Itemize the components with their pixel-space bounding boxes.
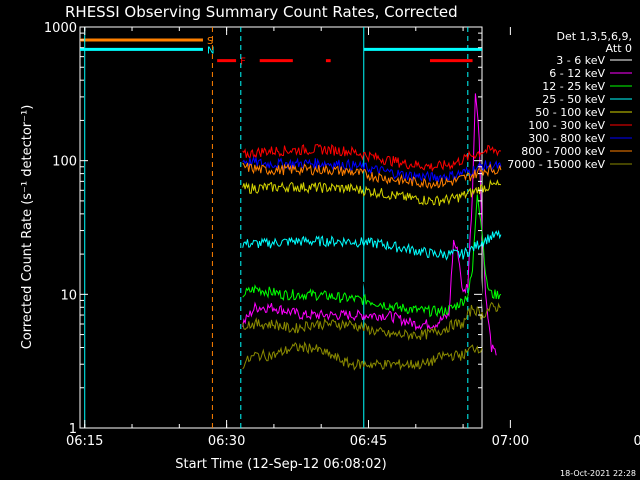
legend-label: 800 - 7000 keV (521, 145, 605, 158)
legend-title: Att 0 (606, 42, 632, 55)
y-axis: 1 10 100 1000 (44, 21, 482, 437)
series-lines (242, 93, 502, 405)
x-tick-label: 07:15 (634, 434, 640, 449)
x-tick-label: 06:30 (208, 434, 245, 449)
x-tick-label: 06:45 (350, 434, 387, 449)
chart-title: RHESSI Observing Summary Count Rates, Co… (65, 3, 458, 21)
legend-label: 7000 - 15000 keV (507, 158, 605, 171)
legend-title: Det 1,3,5,6,9, (556, 30, 632, 43)
legend-label: 6 - 12 keV (549, 67, 605, 80)
legend-label: 300 - 800 keV (528, 132, 605, 145)
legend-label: 12 - 25 keV (542, 80, 605, 93)
series-line (242, 93, 497, 356)
flag-label-F: F (240, 57, 246, 68)
series-line (242, 211, 492, 405)
legend-label: 3 - 6 keV (556, 54, 605, 67)
flag-bars: SN F (80, 36, 482, 68)
y-axis-label: Corrected Count Rate (s⁻¹ detector⁻¹) (20, 105, 35, 350)
series-line (242, 162, 502, 190)
series-line (242, 341, 483, 371)
legend-label: 100 - 300 keV (528, 119, 605, 132)
y-tick-label: 10 (60, 288, 77, 303)
flag-label-N: N (207, 45, 214, 56)
y-tick-label: 1 (69, 422, 77, 437)
series-line (242, 179, 502, 206)
y-tick-label: 1000 (44, 21, 77, 36)
legend-label: 50 - 100 keV (535, 106, 605, 119)
footer-timestamp: 18-Oct-2021 22:28 (560, 469, 636, 478)
plot-frame (79, 26, 483, 429)
legend-label: 25 - 50 keV (542, 93, 605, 106)
series-line (242, 229, 502, 261)
series-line (242, 301, 501, 341)
time-markers (84, 27, 469, 428)
series-line (242, 155, 502, 183)
series-line (242, 194, 502, 318)
y-tick-label: 100 (52, 155, 77, 170)
x-axis-label: Start Time (12-Sep-12 06:08:02) (175, 457, 386, 472)
x-tick-label: 07:00 (492, 434, 529, 449)
series-line (242, 143, 502, 173)
x-tick-label: 06:15 (66, 434, 103, 449)
flag-label-S: S (207, 36, 213, 47)
